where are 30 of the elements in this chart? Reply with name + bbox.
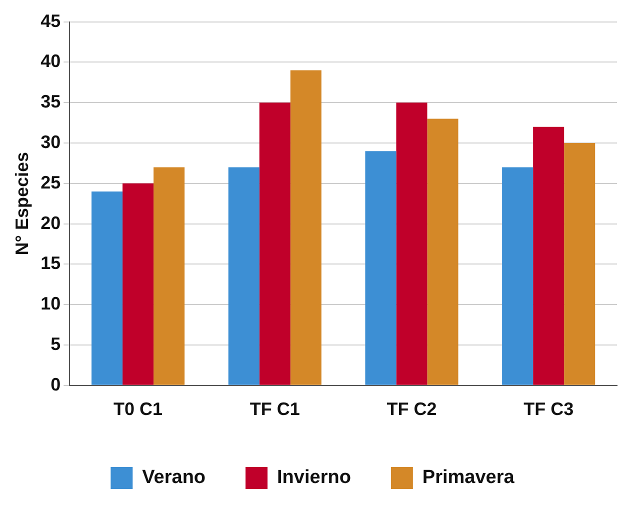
y-tick-label: 20	[40, 212, 61, 233]
bar	[154, 167, 185, 385]
bar	[228, 167, 260, 385]
legend-label: Primavera	[422, 467, 515, 488]
x-tick-label: TF C1	[250, 399, 300, 420]
legend-label: Invierno	[277, 467, 351, 488]
bar	[564, 143, 596, 385]
bar	[365, 151, 396, 385]
y-tick-label: 25	[40, 172, 61, 192]
bar	[259, 102, 290, 385]
x-tick-label: TF C2	[386, 399, 437, 420]
y-axis-title: N° Especies	[12, 152, 32, 256]
y-tick-label: 0	[50, 374, 61, 394]
y-tick-label: 45	[40, 10, 61, 31]
y-tick-label: 10	[40, 294, 61, 314]
x-tick-label: T0 C1	[114, 399, 163, 420]
y-tick-label: 40	[40, 51, 61, 72]
bar	[290, 70, 322, 385]
legend-label: Verano	[142, 467, 206, 488]
bar	[533, 126, 564, 385]
bar	[427, 118, 458, 385]
bar	[502, 167, 534, 385]
y-tick-label: 15	[40, 253, 61, 274]
y-tick-label: 5	[50, 334, 61, 354]
y-tick-label: 35	[40, 92, 61, 112]
bar	[92, 191, 123, 385]
bar	[122, 183, 154, 385]
x-tick-label: TF C3	[524, 399, 574, 420]
bar	[396, 102, 428, 385]
y-tick-label: 30	[40, 132, 61, 152]
